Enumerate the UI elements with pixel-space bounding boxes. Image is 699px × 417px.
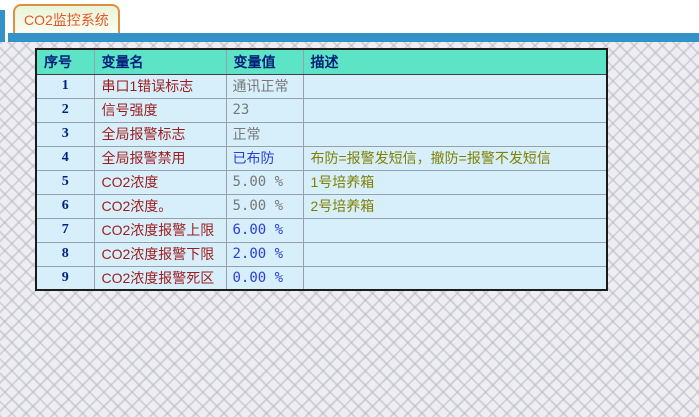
var-name-cell: CO2浓度 bbox=[93, 169, 227, 195]
row-index-cell: 8 bbox=[35, 241, 95, 267]
var-desc-cell bbox=[302, 97, 608, 123]
variables-table: 序号 变量名 变量值 描述 1 串口1错误标志 通讯正常 2 信号强度 23 3… bbox=[35, 48, 608, 291]
var-value-cell: 5.00 % bbox=[225, 169, 304, 195]
tab-co2-monitor[interactable]: CO2监控系统 bbox=[13, 4, 120, 33]
var-desc-cell bbox=[302, 241, 608, 267]
row-index-cell: 2 bbox=[35, 97, 95, 123]
row-index-cell: 6 bbox=[35, 193, 95, 219]
var-name-cell: CO2浓度报警上限 bbox=[93, 217, 227, 243]
var-name-cell: 串口1错误标志 bbox=[93, 73, 227, 99]
table-row: 8 CO2浓度报警下限 2.00 % bbox=[35, 241, 608, 267]
table-row: 9 CO2浓度报警死区 0.00 % bbox=[35, 265, 608, 291]
var-value-cell[interactable]: 已布防 bbox=[225, 145, 304, 171]
row-index-cell: 4 bbox=[35, 145, 95, 171]
var-value-cell: 通讯正常 bbox=[225, 73, 304, 99]
var-desc-cell: 布防=报警发短信，撤防=报警不发短信 bbox=[302, 145, 608, 171]
table-row: 3 全局报警标志 正常 bbox=[35, 121, 608, 147]
row-index-cell: 1 bbox=[35, 73, 95, 99]
col-header-name: 变量名 bbox=[93, 48, 227, 75]
var-name-cell: 全局报警标志 bbox=[93, 121, 227, 147]
var-desc-cell: 2号培养箱 bbox=[302, 193, 608, 219]
col-header-index: 序号 bbox=[35, 48, 95, 75]
var-value-cell[interactable]: 0.00 % bbox=[225, 265, 304, 291]
table-row: 5 CO2浓度 5.00 % 1号培养箱 bbox=[35, 169, 608, 195]
var-name-cell: 信号强度 bbox=[93, 97, 227, 123]
col-header-desc: 描述 bbox=[302, 48, 608, 75]
var-desc-cell bbox=[302, 121, 608, 147]
var-desc-cell bbox=[302, 73, 608, 99]
table-row: 6 CO2浓度。 5.00 % 2号培养箱 bbox=[35, 193, 608, 219]
row-index-cell: 9 bbox=[35, 265, 95, 291]
row-index-cell: 3 bbox=[35, 121, 95, 147]
tab-label: CO2监控系统 bbox=[24, 11, 109, 28]
table-row: 7 CO2浓度报警上限 6.00 % bbox=[35, 217, 608, 243]
table-row: 4 全局报警禁用 已布防 布防=报警发短信，撤防=报警不发短信 bbox=[35, 145, 608, 171]
var-name-cell: CO2浓度报警下限 bbox=[93, 241, 227, 267]
table-row: 1 串口1错误标志 通讯正常 bbox=[35, 73, 608, 99]
var-name-cell: CO2浓度报警死区 bbox=[93, 265, 227, 291]
var-desc-cell: 1号培养箱 bbox=[302, 169, 608, 195]
var-value-cell: 23 bbox=[225, 97, 304, 123]
var-value-cell: 5.00 % bbox=[225, 193, 304, 219]
table-row: 2 信号强度 23 bbox=[35, 97, 608, 123]
toolbar-strip bbox=[8, 33, 699, 42]
var-value-cell[interactable]: 2.00 % bbox=[225, 241, 304, 267]
left-edge-fragment bbox=[0, 10, 5, 42]
col-header-value: 变量值 bbox=[225, 48, 304, 75]
var-name-cell: CO2浓度。 bbox=[93, 193, 227, 219]
var-value-cell[interactable]: 6.00 % bbox=[225, 217, 304, 243]
var-desc-cell bbox=[302, 265, 608, 291]
row-index-cell: 7 bbox=[35, 217, 95, 243]
row-index-cell: 5 bbox=[35, 169, 95, 195]
table-header: 序号 变量名 变量值 描述 bbox=[35, 48, 608, 75]
var-desc-cell bbox=[302, 217, 608, 243]
var-name-cell: 全局报警禁用 bbox=[93, 145, 227, 171]
var-value-cell: 正常 bbox=[225, 121, 304, 147]
